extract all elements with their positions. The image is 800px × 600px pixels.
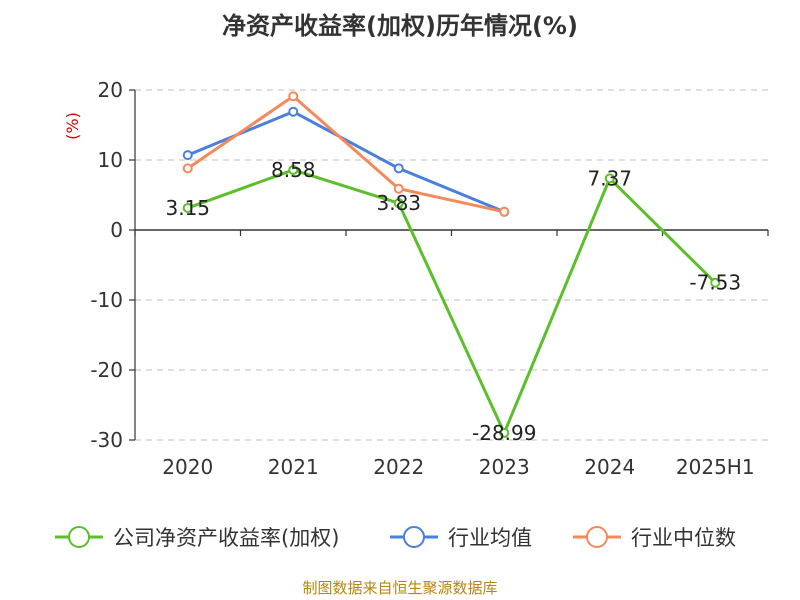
y-tick-label-5: -30: [90, 428, 123, 452]
data-label-5: -7.53: [689, 271, 741, 295]
chart-title: 净资产收益率(加权)历年情况(%): [222, 12, 578, 40]
source-note: 制图数据来自恒生聚源数据库: [302, 579, 497, 597]
x-tick-label-4: 2024: [584, 455, 635, 479]
data-label-3: -28.99: [472, 421, 536, 445]
legend-swatch-marker-1: [403, 526, 425, 548]
x-tick-label-1: 2021: [268, 455, 319, 479]
data-label-1: 8.58: [271, 158, 316, 182]
series-line-1: [187, 110, 505, 214]
y-tick-label-0: 20: [98, 78, 123, 102]
legend-swatch-marker-0: [68, 526, 90, 548]
series-2-point-3[interactable]: [499, 206, 510, 217]
x-tick-label-2: 2022: [373, 455, 424, 479]
series-line-2: [186, 94, 505, 214]
y-tick-label-4: -20: [90, 358, 123, 382]
data-label-4: 7.37: [587, 166, 632, 190]
legend-swatch-marker-2: [586, 526, 608, 548]
legend-item-2[interactable]: 行业中位数: [631, 526, 736, 550]
series-0-point-0[interactable]: [182, 202, 193, 213]
series-1-point-0[interactable]: [182, 150, 193, 161]
grid: [135, 89, 768, 441]
series-1-point-2[interactable]: [393, 163, 404, 174]
series-line-0: [187, 168, 717, 435]
axes: 20 10 0 -10 -20 -30 2020 2021 2022 2023 2024 2025H1: [90, 78, 769, 479]
series-2-point-0[interactable]: [182, 163, 193, 174]
x-tick-label-0: 2020: [162, 455, 213, 479]
series-2-point-1[interactable]: [288, 91, 299, 102]
series-0-point-5[interactable]: [710, 277, 721, 288]
series-0-point-3[interactable]: [499, 427, 510, 438]
data-label-2: 3.83: [376, 191, 421, 215]
series-0-point-4[interactable]: [604, 173, 615, 184]
series-layer: [182, 91, 721, 438]
series-0-point-1[interactable]: [288, 164, 299, 175]
series-0-point-2[interactable]: [393, 198, 404, 209]
x-tick-label-5: 2025H1: [676, 455, 755, 479]
y-tick-label-1: 10: [98, 148, 123, 172]
legend-item-0[interactable]: 公司净资产收益率(加权): [113, 526, 339, 550]
legend-item-1[interactable]: 行业均值: [448, 526, 532, 550]
y-tick-label-3: -10: [90, 288, 123, 312]
y-tick-label-2: 0: [110, 218, 123, 242]
x-tick-label-3: 2023: [479, 455, 530, 479]
legend[interactable]: 公司净资产收益率(加权) 行业均值 行业中位数: [55, 526, 736, 550]
data-label-0: 3.15: [165, 196, 210, 220]
y-axis-unit: (%): [63, 112, 82, 140]
series-1-point-1[interactable]: [288, 106, 299, 117]
data-labels: 3.15 8.58 3.83 -28.99 7.37 -7.53: [165, 158, 741, 445]
series-2-point-2[interactable]: [393, 183, 404, 194]
